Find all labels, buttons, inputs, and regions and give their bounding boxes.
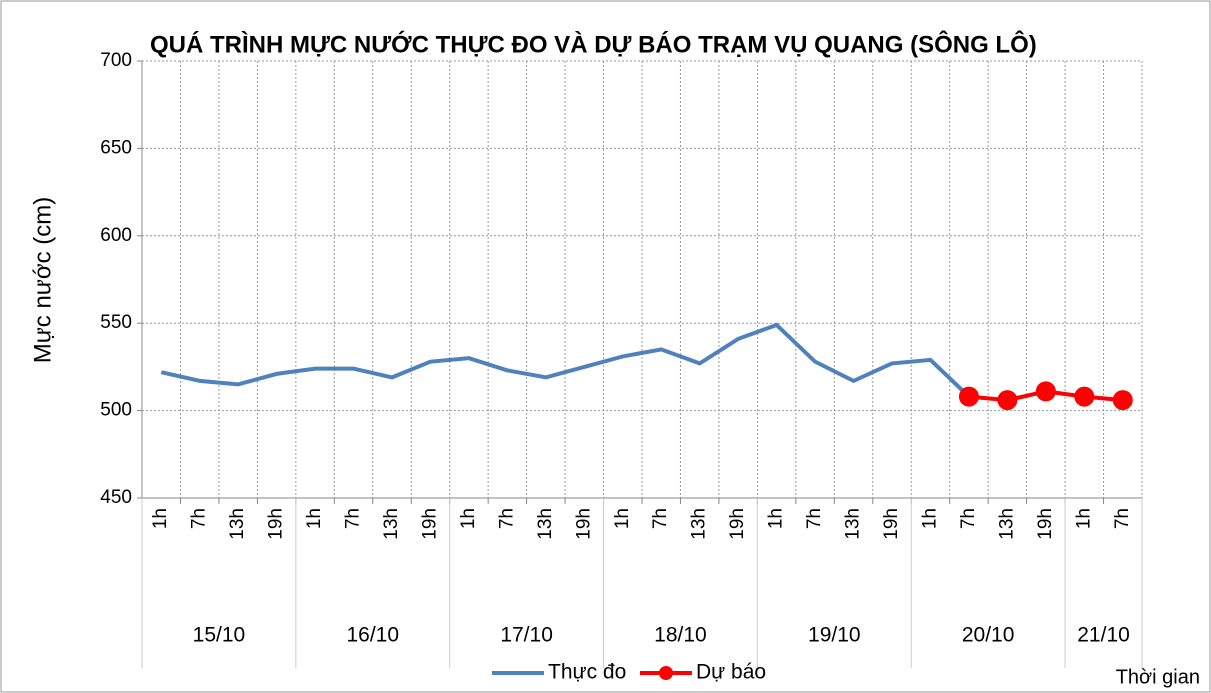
group-label: 18/10 (654, 624, 707, 647)
x-tick-label: 19h (727, 508, 748, 540)
chart-title: QUÁ TRÌNH MỰC NƯỚC THỰC ĐO VÀ DỰ BÁO TRẠ… (150, 30, 1037, 58)
x-tick-label: 1h (766, 508, 787, 529)
x-tick-label: 13h (996, 508, 1017, 540)
point (1035, 381, 1056, 402)
x-tick-label: 19h (1035, 508, 1056, 540)
group-label: 21/10 (1077, 624, 1130, 647)
point (958, 386, 979, 407)
x-tick-label: 19h (419, 508, 440, 540)
legend-label: Dự báo (696, 661, 766, 684)
x-tick-label: 7h (343, 508, 364, 529)
x-tick-label: 1h (150, 508, 171, 529)
series-line (160, 322, 971, 399)
x-tick-label: 1h (458, 508, 479, 529)
x-tick-label: 7h (958, 508, 979, 529)
group-label: 15/10 (193, 624, 246, 647)
y-axis-label: Mực nước (cm) (29, 197, 56, 364)
x-tick-label: 13h (843, 508, 864, 540)
point (1112, 390, 1133, 411)
x-tick-label: 13h (381, 508, 402, 540)
point (997, 390, 1018, 411)
group-label: 17/10 (500, 624, 553, 647)
x-tick-label: 13h (535, 508, 556, 540)
legend-label: Thực đo (548, 661, 626, 684)
x-tick-label: 13h (689, 508, 710, 540)
group-label: 20/10 (962, 624, 1015, 647)
x-tick-label: 19h (573, 508, 594, 540)
x-tick-label: 19h (881, 508, 902, 540)
x-tick-label: 19h (266, 508, 287, 540)
y-tick-label: 650 (100, 137, 132, 158)
x-tick-label: 1h (1073, 508, 1094, 529)
group-label: 16/10 (346, 624, 399, 647)
y-tick-label: 500 (100, 400, 132, 421)
point (1074, 386, 1095, 407)
x-tick-label: 7h (496, 508, 517, 529)
legend-marker (659, 666, 673, 680)
x-tick-label: 7h (804, 508, 825, 529)
y-tick-label: 600 (100, 225, 132, 246)
x-tick-label: 1h (919, 508, 940, 529)
x-axis-label: Thời gian (1116, 666, 1200, 688)
y-tick-label: 550 (100, 312, 132, 333)
y-tick-label: 700 (100, 50, 132, 71)
group-label: 19/10 (808, 624, 861, 647)
x-tick-label: 13h (227, 508, 248, 540)
x-tick-label: 7h (189, 508, 210, 529)
x-tick-label: 1h (612, 508, 633, 529)
x-tick-label: 1h (304, 508, 325, 529)
y-tick-label: 450 (100, 487, 132, 508)
x-tick-label: 7h (1112, 508, 1133, 529)
x-tick-label: 7h (650, 508, 671, 529)
